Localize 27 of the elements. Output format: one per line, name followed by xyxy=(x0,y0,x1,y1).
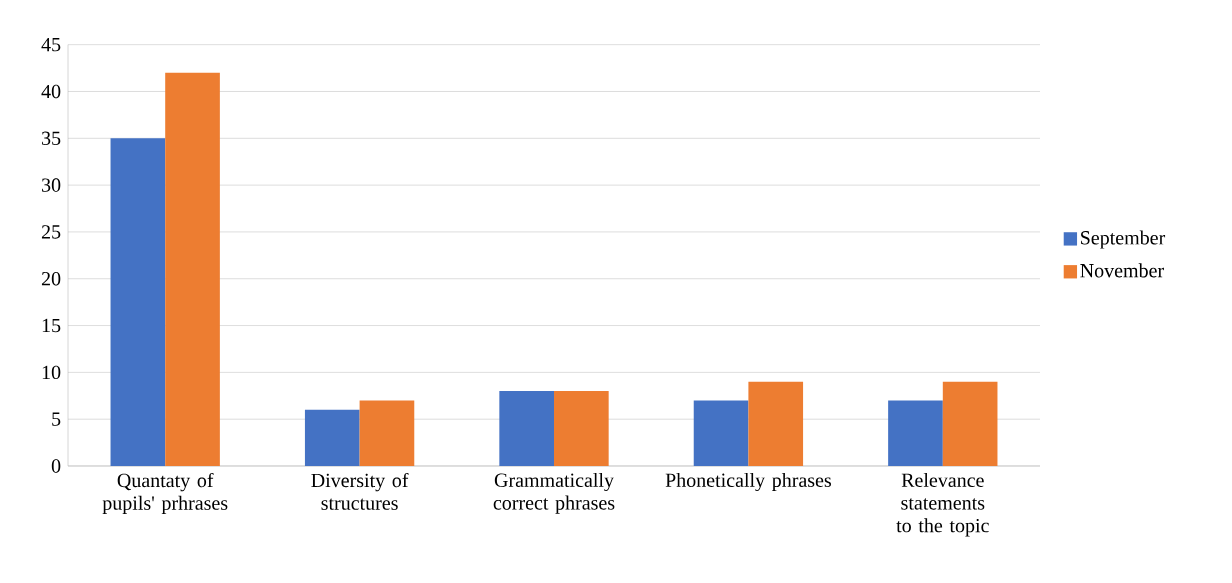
bar xyxy=(304,409,360,466)
y-tick-label: 35 xyxy=(42,131,61,146)
y-tick-label: 40 xyxy=(41,84,61,99)
bar xyxy=(165,72,220,466)
y-tick-label: 25 xyxy=(41,225,61,239)
y-tick-label: 10 xyxy=(42,365,61,380)
x-tick-label: Grammatically correct phrases xyxy=(493,472,615,514)
bar xyxy=(888,400,943,466)
bar xyxy=(748,381,804,466)
bar xyxy=(359,400,415,466)
x-tick-label: Quantaty of pupils' prhrases xyxy=(102,472,228,514)
bar xyxy=(499,391,554,466)
legend-label: November xyxy=(1080,263,1164,278)
bar xyxy=(693,400,749,466)
x-tick-label: Diversity of structures xyxy=(311,472,409,510)
y-tick-label: 20 xyxy=(41,272,61,286)
y-tick-label: 30 xyxy=(42,178,61,192)
y-tick-label: 5 xyxy=(52,412,61,426)
bar xyxy=(554,391,609,466)
x-tick-label: Relevance statements to the topic xyxy=(896,472,989,537)
y-tick-label: 15 xyxy=(42,318,61,333)
bar xyxy=(110,138,166,466)
legend-label: September xyxy=(1081,230,1166,249)
y-tick-label: 45 xyxy=(41,38,61,52)
y-tick-label: 0 xyxy=(51,459,61,473)
x-tick-label: Phonetically phrases xyxy=(665,472,831,492)
bar xyxy=(942,381,998,466)
